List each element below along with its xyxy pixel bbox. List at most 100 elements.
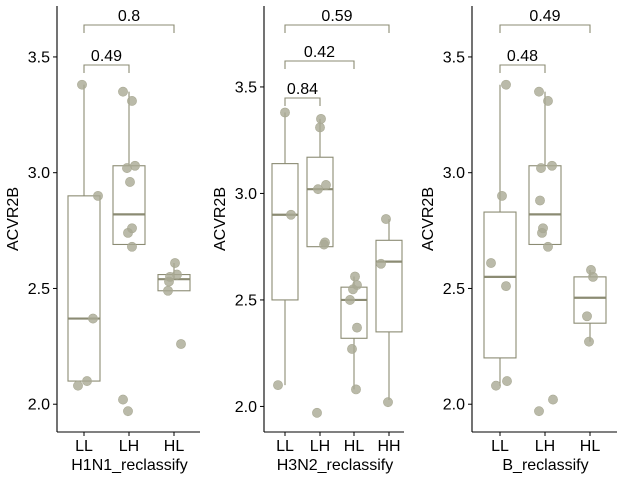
data-point [345,295,355,305]
data-point [127,96,137,106]
data-point [588,271,598,282]
p-value-label: 0.42 [304,44,335,61]
y-tick-label: 3.5 [443,49,465,66]
data-point [123,406,133,417]
data-point [88,313,98,324]
y-tick-label: 3.5 [235,79,257,96]
x-axis-title: H3N2_reclassify [277,457,393,474]
box-iqr [67,195,101,382]
chart-panel-3: 2.0 2.5 3.0 3.5 ACVR2B LL LH HL B_reclassify 0.48… [420,6,617,474]
data-point [122,163,132,173]
x-tick-label-ll: LL [491,438,509,455]
x-axis-title: H1N1_reclassify [71,457,187,474]
data-point [537,227,547,238]
data-point [534,86,544,97]
y-axis-title: ACVR2B [5,187,22,251]
y-tick-label: 2.5 [28,281,50,298]
x-tick-label-lh: LH [310,438,330,455]
x-tick-label-lh: LH [535,438,555,455]
data-point [163,285,173,296]
comparison-bracket: 0.42 [284,44,355,69]
data-point [543,96,553,106]
comparison-bracket: 0.8 [83,8,175,33]
data-point [497,190,507,201]
bracket-line [499,64,546,73]
chart-panel-1: 2.0 2.5 3.0 3.5 ACVR2B LL LH HL H1N1_reclassify 0… [5,6,200,474]
box-iqr [375,239,403,333]
p-value-label: 0.84 [287,81,318,98]
p-value-label: 0.48 [507,48,538,65]
data-point [73,380,83,391]
bracket-line [284,60,355,69]
data-point [347,344,357,354]
data-point [319,239,329,250]
y-axis-title: ACVR2B [212,187,229,251]
data-point [316,113,326,124]
p-value-label: 0.49 [529,8,560,25]
data-point [535,195,545,206]
box-iqr [483,211,517,359]
data-point [584,336,594,347]
y-tick-label: 2.5 [235,292,257,309]
y-tick-label: 2.5 [443,281,465,298]
data-point [543,241,553,252]
data-point [273,380,283,391]
data-point [351,384,361,395]
data-point [170,258,180,268]
data-point [118,394,128,405]
x-tick-label-hl: HL [164,438,185,455]
data-point [383,397,393,408]
bracket-line [284,24,390,33]
p-value-label: 0.59 [321,8,352,25]
box-iqr [271,163,299,301]
data-point [547,160,557,171]
x-tick-label-lh: LH [119,438,139,455]
data-point [286,209,296,220]
data-point [352,322,362,333]
data-point [280,107,290,118]
data-point [502,376,512,386]
data-point [491,380,501,391]
box-ll [67,84,101,382]
box-hh [375,219,403,401]
p-value-label: 0.49 [91,48,122,65]
bracket-line [83,64,130,73]
data-point [486,258,496,268]
data-point [348,284,358,295]
data-point [82,376,92,386]
y-tick-label: 3.0 [28,165,50,182]
box-ll [271,112,299,386]
data-point [315,122,325,133]
data-point [118,86,128,97]
data-point [93,190,103,201]
data-point [313,184,323,195]
data-point [536,163,546,173]
y-tick-label: 2.0 [28,397,50,414]
bracket-line [284,97,321,106]
data-point [501,79,511,90]
y-tick-label: 2.0 [235,399,257,416]
data-point [376,258,386,269]
data-point [125,177,135,187]
y-axis-title: ACVR2B [420,187,437,251]
comparison-bracket: 0.49 [499,8,591,33]
y-tick-label: 3.5 [28,49,50,66]
data-point [312,407,322,418]
y-tick-label: 2.0 [443,397,465,414]
comparison-bracket: 0.84 [284,81,321,106]
x-tick-label-hl: HL [580,438,601,455]
y-tick-label: 3.0 [443,165,465,182]
chart-panel-2: 2.0 2.5 3.0 3.5 ACVR2B LL LH HL HH H3N2_reclassif… [212,6,404,474]
data-point [321,180,331,190]
box-iqr [306,156,334,248]
data-point [534,406,544,417]
data-point [548,394,558,405]
x-tick-label-hh: HH [377,438,400,455]
comparison-bracket: 0.59 [284,8,390,33]
data-point [176,339,186,349]
comparison-bracket: 0.49 [83,48,130,73]
bracket-line [83,24,175,33]
data-point [123,227,133,238]
x-tick-label-ll: LL [276,438,294,455]
